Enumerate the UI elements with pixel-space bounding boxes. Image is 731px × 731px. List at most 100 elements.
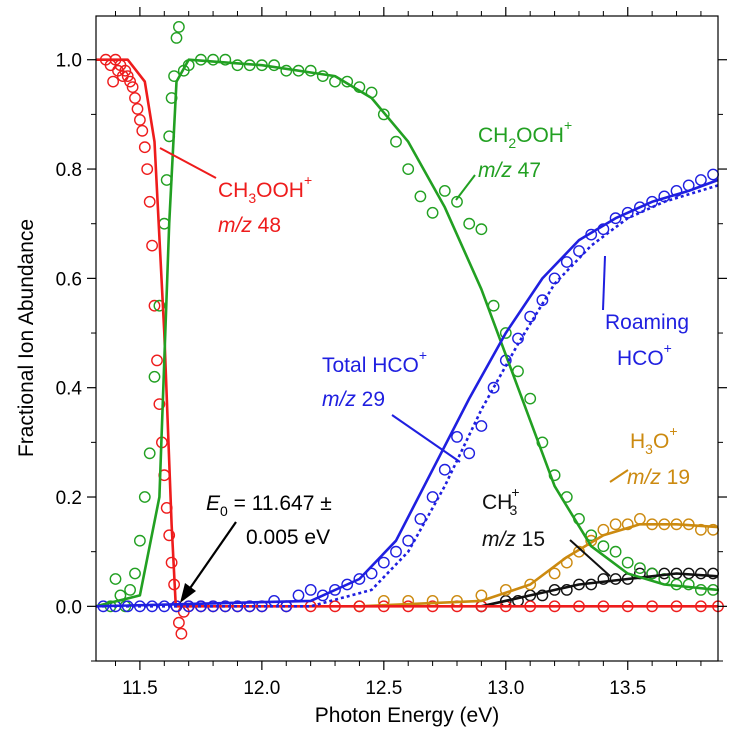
- point-total-hco: [353, 573, 366, 585]
- point-ch3ooh: [172, 616, 185, 629]
- point-ch2ooh: [231, 59, 244, 72]
- leader-roaming: [602, 255, 606, 311]
- point-ch3ooh: [107, 75, 120, 88]
- point-total-hco: [329, 584, 341, 596]
- point-ch2ooh: [129, 567, 141, 580]
- point-ch2ooh: [524, 392, 537, 405]
- fit-line-ch3: [481, 572, 719, 608]
- annotation-e0-line1: E0 = 11.647 ±: [206, 492, 332, 519]
- label-mz48: m/z 48: [218, 214, 281, 237]
- point-h3o: [634, 513, 646, 525]
- point-ch3ooh: [126, 81, 139, 94]
- y-tick-label: 0.0: [56, 597, 82, 618]
- leader-ch2ooh: [455, 174, 476, 201]
- point-total-hco: [414, 513, 427, 525]
- point-ch2ooh: [597, 540, 610, 553]
- point-total-hco: [560, 256, 573, 268]
- y-tick-label: 0.2: [56, 488, 82, 509]
- annotation-arrow: [185, 521, 237, 595]
- label-roaming: Roaming: [605, 311, 689, 334]
- point-ch2ooh: [621, 556, 634, 569]
- point-ch2ooh: [172, 21, 185, 33]
- point-ch2ooh: [499, 327, 512, 339]
- point-total-hco: [475, 420, 488, 432]
- x-tick-label: 13.0: [487, 678, 524, 699]
- point-ch3ooh: [143, 195, 156, 208]
- y-tick-label: 0.6: [56, 269, 82, 290]
- fit-line-h3o: [359, 522, 719, 608]
- point-total-hco: [646, 195, 658, 208]
- point-ch2ooh: [390, 135, 402, 148]
- point-ch3ooh: [175, 627, 188, 640]
- point-ch3: [597, 573, 610, 585]
- point-total-hco: [609, 212, 622, 225]
- annotation-arrowhead: [180, 583, 196, 603]
- point-ch3ooh: [151, 354, 163, 367]
- point-total-hco: [438, 463, 451, 476]
- point-total-hco: [573, 245, 585, 257]
- point-ch3ooh: [138, 141, 151, 154]
- point-ch2ooh: [609, 545, 622, 558]
- point-ch2ooh: [138, 491, 151, 503]
- point-total-hco: [316, 589, 329, 602]
- point-ch2ooh: [109, 573, 122, 585]
- point-total-hco: [487, 381, 500, 394]
- annotation-e0-line2: 0.005 eV: [246, 526, 330, 549]
- point-h3o: [609, 518, 622, 531]
- point-ch3: [560, 584, 573, 596]
- point-ch2ooh: [695, 584, 707, 596]
- point-ch2ooh: [207, 53, 220, 66]
- point-total-hco: [463, 447, 476, 460]
- leader-total-hco: [391, 414, 461, 463]
- point-ch3ooh: [136, 124, 149, 137]
- point-total-hco: [670, 184, 683, 197]
- point-total-hco: [707, 168, 719, 181]
- label-ch3ooh: CH3OOH+: [218, 172, 312, 206]
- y-tick-label: 1.0: [56, 51, 82, 72]
- point-total-hco: [524, 310, 537, 323]
- x-tick-label: 12.0: [243, 678, 280, 699]
- fit-line-ch2ooh: [95, 58, 719, 608]
- point-ch2ooh: [451, 195, 463, 208]
- point-total-hco: [377, 556, 390, 569]
- y-tick-label: 0.4: [56, 379, 83, 400]
- point-total-hco: [536, 294, 549, 307]
- point-total-hco: [451, 430, 463, 443]
- point-ch2ooh: [219, 53, 232, 66]
- point-ch3ooh: [148, 299, 161, 312]
- fit-line-ch3ooh: [96, 58, 718, 608]
- point-h3o: [695, 523, 707, 536]
- point-ch2ooh: [133, 534, 146, 547]
- label-mz19: m/z 19: [627, 466, 690, 489]
- point-total-hco: [426, 491, 439, 503]
- point-ch2ooh: [402, 163, 415, 176]
- point-ch3ooh: [133, 114, 146, 126]
- point-total-hco: [292, 589, 305, 602]
- label-total-hco: Total HCO+: [322, 347, 427, 377]
- point-ch3ooh: [121, 70, 134, 83]
- label-mz15: m/z 15: [482, 528, 545, 551]
- label-mz47: m/z 47: [478, 159, 541, 182]
- point-ch2ooh: [682, 578, 695, 591]
- x-tick-label: 13.5: [609, 678, 646, 699]
- point-ch3: [536, 589, 549, 602]
- y-tick-label: 0.8: [56, 160, 82, 181]
- point-ch3ooh: [165, 556, 178, 569]
- fit-line-total-hco: [95, 178, 719, 608]
- point-ch2ooh: [143, 447, 156, 460]
- leader-h3o: [609, 469, 629, 483]
- point-ch3ooh: [163, 529, 176, 542]
- point-total-hco: [341, 578, 354, 591]
- point-ch3ooh: [129, 92, 141, 104]
- point-ch2ooh: [475, 223, 488, 236]
- point-total-hco: [390, 545, 402, 558]
- point-ch2ooh: [426, 206, 439, 219]
- point-ch2ooh: [463, 217, 476, 230]
- point-ch3: [695, 567, 707, 580]
- label-roaming-hco: HCO+: [617, 340, 672, 370]
- point-total-hco: [634, 201, 646, 214]
- point-ch2ooh: [170, 32, 183, 44]
- x-tick-label: 11.5: [122, 678, 158, 699]
- y-axis-label: Fractional Ion Abundance: [15, 219, 38, 457]
